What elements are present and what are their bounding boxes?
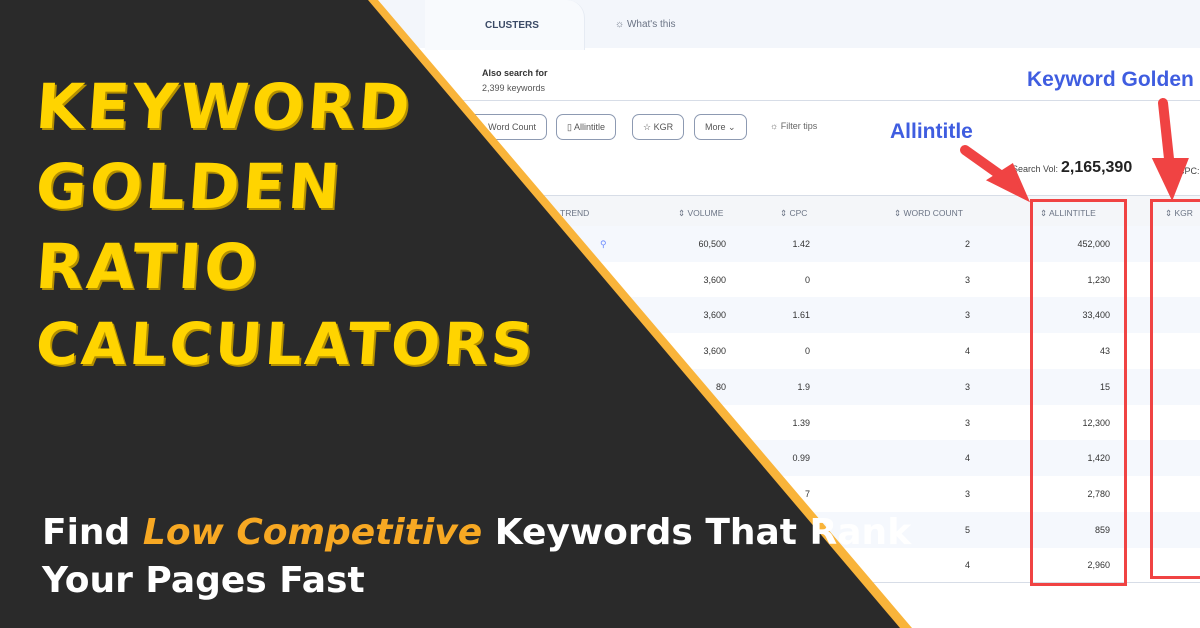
cell-allintitle: 12,300 <box>1082 417 1110 428</box>
subtitle-line-2: Your Pages Fast <box>42 560 365 601</box>
chip-label: KGR <box>653 122 674 132</box>
cell-cpc: 1.39 <box>792 417 810 428</box>
cell-cpc: 0 <box>804 274 810 285</box>
table-row[interactable]: 3,600 0 4 43 <box>420 333 1200 369</box>
headline-line-3: RATIO <box>33 230 263 303</box>
cell-word-count: 3 <box>964 274 970 285</box>
allintitle-highlight-box <box>1030 199 1127 586</box>
also-search-for-label: Also search for <box>482 68 548 78</box>
table-row[interactable]: 7 3 2,780 <box>420 476 1200 512</box>
subtitle-text: Keywords That Rank <box>482 512 912 553</box>
filter-tips-label: Filter tips <box>780 121 818 131</box>
cell-volume: 60,500 <box>698 239 726 249</box>
cell-allintitle: 2,780 <box>1087 488 1110 499</box>
col-label: CPC <box>789 208 808 218</box>
subtitle-highlight: Low Competitive <box>142 512 483 553</box>
whats-this-label: What's this <box>626 19 676 30</box>
document-icon: ▯ <box>567 122 572 132</box>
cell-allintitle: 859 <box>1094 524 1110 535</box>
kgr-highlight-box <box>1150 199 1200 579</box>
cell-word-count: 4 <box>964 560 970 571</box>
tab-clusters[interactable]: CLUSTERS <box>425 0 585 50</box>
cell-allintitle: 1,420 <box>1087 453 1110 464</box>
cell-word-count: 3 <box>964 381 970 392</box>
more-filter[interactable]: More ⌄ <box>694 114 747 140</box>
cell-cpc: 1.61 <box>792 310 810 321</box>
subtitle-text: Find <box>42 512 143 553</box>
cell-cpc: 0.99 <box>792 453 810 464</box>
cell-word-count: 2 <box>964 239 970 249</box>
cell-volume: 80 <box>715 381 726 392</box>
arrow-kgr-icon <box>1158 98 1175 173</box>
table-row[interactable]: 4 2,960 <box>420 547 1200 583</box>
cell-word-count: 5 <box>964 524 970 535</box>
search-vol-value: 2,165,390 <box>1061 159 1133 176</box>
search-volume: Search Vol: 2,165,390 <box>1012 159 1132 177</box>
cell-allintitle: 2,960 <box>1087 560 1110 571</box>
cpc-label: CPC: <box>1178 166 1200 176</box>
cell-cpc: 7 <box>804 488 810 499</box>
col-label: ALLINTITLE <box>1049 208 1096 218</box>
headline-line-1: KEYWORD <box>33 70 416 143</box>
subtitle-line-1: Find Low Competitive Keywords That Rank <box>42 512 911 553</box>
keyword-count: 2,399 keywords <box>482 83 546 93</box>
headline-line-4: CALCULATORS <box>33 310 539 378</box>
cell-cpc: 1.42 <box>792 239 810 249</box>
cell-word-count: 3 <box>964 488 970 499</box>
col-allintitle[interactable]: ⇕ ALLINTITLE <box>1040 208 1096 218</box>
col-kgr[interactable]: ⇕ KGR <box>1165 208 1193 218</box>
cell-allintitle: 452,000 <box>1077 239 1110 249</box>
cell-allintitle: 15 <box>1099 381 1110 392</box>
col-cpc[interactable]: ⇕ CPC <box>780 208 808 218</box>
cell-allintitle: 43 <box>1099 346 1110 357</box>
arrow-head-icon <box>1151 158 1189 202</box>
arrow-head-icon <box>985 163 1031 203</box>
cell-volume: 3,600 <box>703 274 726 285</box>
divider <box>420 100 1200 101</box>
cell-word-count: 4 <box>964 346 970 357</box>
col-label: VOLUME <box>687 208 724 218</box>
col-label: WORD COUNT <box>903 208 963 218</box>
cell-word-count: 3 <box>964 417 970 428</box>
col-label: KGR <box>1174 208 1193 218</box>
cell-allintitle: 33,400 <box>1082 310 1110 321</box>
chip-label: More <box>705 122 726 132</box>
cell-cpc: 1.9 <box>797 381 810 392</box>
whats-this-link[interactable]: ☼ What's this <box>615 19 676 30</box>
cell-allintitle: 1,230 <box>1087 274 1110 285</box>
cell-volume: 3,600 <box>703 310 726 321</box>
search-vol-label: Search Vol: <box>1012 164 1059 174</box>
allintitle-filter[interactable]: ▯ Allintitle <box>556 114 616 140</box>
cell-word-count: 3 <box>964 310 970 321</box>
star-icon: ☆ <box>643 122 652 132</box>
cell-volume: 3,600 <box>703 346 726 357</box>
cell-word-count: 4 <box>964 453 970 464</box>
headline-line-2: GOLDEN <box>33 150 346 223</box>
kgr-filter[interactable]: ☆ KGR <box>632 114 685 140</box>
filter-tips-link[interactable]: ☼ Filter tips <box>770 121 818 131</box>
search-icon[interactable]: ⚲ <box>600 239 607 249</box>
col-volume[interactable]: ⇕ VOLUME <box>678 208 724 218</box>
kgr-annotation: Keyword Golden <box>1027 68 1194 91</box>
cell-cpc: 0 <box>804 346 810 357</box>
table-row[interactable]: 1.39 3 12,300 <box>420 405 1200 441</box>
chip-label: Allintitle <box>573 122 605 132</box>
allintitle-annotation: Allintitle <box>890 120 973 143</box>
chevron-down-icon: ⌄ <box>728 122 736 132</box>
col-word-count[interactable]: ⇕ WORD COUNT <box>894 208 963 218</box>
table-row[interactable]: 3,600 0 3 1,230 <box>420 262 1200 298</box>
col-trend[interactable]: TREND <box>560 208 590 218</box>
